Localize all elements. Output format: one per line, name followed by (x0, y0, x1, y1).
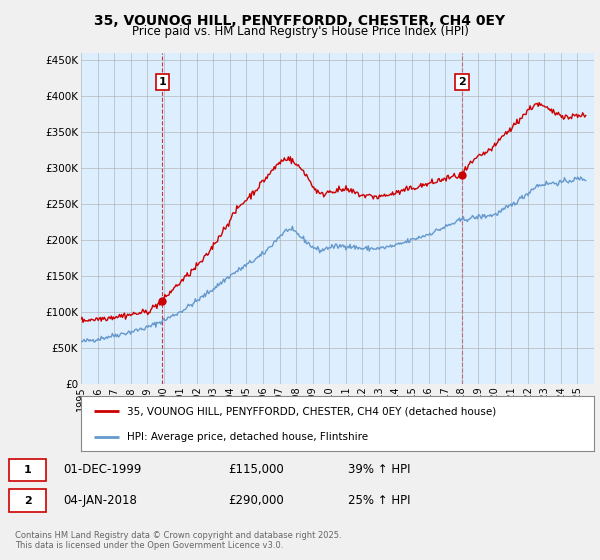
Text: 1: 1 (24, 465, 31, 475)
Text: 01-DEC-1999: 01-DEC-1999 (63, 463, 142, 476)
Text: £115,000: £115,000 (228, 463, 284, 476)
Text: Contains HM Land Registry data © Crown copyright and database right 2025.
This d: Contains HM Land Registry data © Crown c… (15, 531, 341, 550)
Text: HPI: Average price, detached house, Flintshire: HPI: Average price, detached house, Flin… (127, 432, 368, 442)
Text: 2: 2 (24, 496, 31, 506)
FancyBboxPatch shape (9, 489, 46, 512)
FancyBboxPatch shape (9, 459, 46, 481)
Text: 35, VOUNOG HILL, PENYFFORDD, CHESTER, CH4 0EY (detached house): 35, VOUNOG HILL, PENYFFORDD, CHESTER, CH… (127, 407, 496, 416)
Text: 2: 2 (458, 77, 466, 87)
Text: Price paid vs. HM Land Registry's House Price Index (HPI): Price paid vs. HM Land Registry's House … (131, 25, 469, 38)
Text: 04-JAN-2018: 04-JAN-2018 (63, 494, 137, 507)
Text: £290,000: £290,000 (228, 494, 284, 507)
Text: 35, VOUNOG HILL, PENYFFORDD, CHESTER, CH4 0EY: 35, VOUNOG HILL, PENYFFORDD, CHESTER, CH… (94, 14, 506, 28)
Text: 39% ↑ HPI: 39% ↑ HPI (348, 463, 410, 476)
Text: 1: 1 (158, 77, 166, 87)
Text: 25% ↑ HPI: 25% ↑ HPI (348, 494, 410, 507)
